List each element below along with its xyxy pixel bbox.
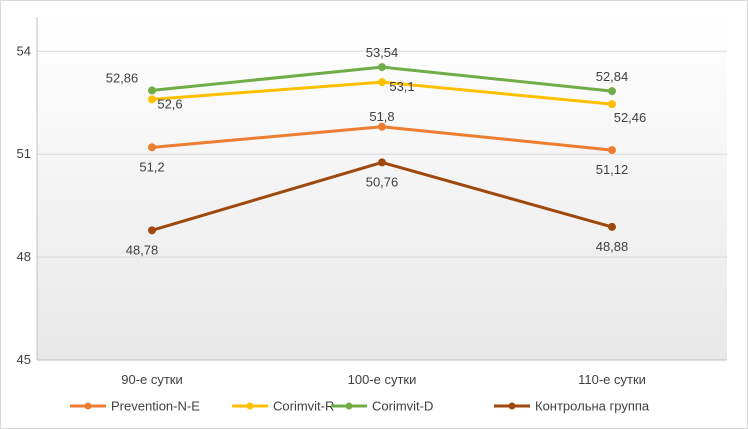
data-label: 51,12: [596, 162, 629, 177]
data-point: [608, 222, 616, 231]
data-point: [148, 86, 156, 95]
series-layer: [148, 63, 616, 235]
data-labels: 51,2 51,8 51,12 52,6 53,1 52,46 52,86 53,54 52,8…: [106, 45, 647, 257]
legend-marker: [345, 402, 353, 410]
legend-marker: [508, 402, 516, 410]
data-point: [378, 122, 386, 131]
data-label: 53,1: [389, 79, 414, 94]
plot-area: [37, 17, 727, 360]
legend: Prevention-N-E Corimvit-R Corimvit-D Контро…: [70, 399, 650, 414]
x-tick-labels: 90-е сутки 100-е сутки 110-е сутки: [121, 372, 646, 387]
data-point: [148, 95, 156, 104]
data-label: 52,86: [106, 70, 139, 85]
legend-label: Corimvit-R: [273, 399, 334, 414]
data-label: 52,6: [157, 96, 182, 111]
y-tick-label: 51: [17, 146, 31, 161]
data-point: [148, 143, 156, 152]
data-point: [608, 87, 616, 96]
data-label: 48,78: [126, 242, 159, 257]
data-label: 48,88: [596, 239, 629, 254]
data-point: [148, 226, 156, 235]
data-point: [378, 158, 386, 167]
legend-label: Контрольна группа: [535, 399, 650, 414]
data-point: [378, 78, 386, 87]
y-tick-label: 48: [17, 249, 31, 264]
data-label: 51,2: [139, 159, 164, 174]
legend-label: Corimvit-D: [372, 399, 433, 414]
data-point: [378, 63, 386, 72]
data-label: 50,76: [366, 174, 399, 189]
legend-label: Prevention-N-E: [111, 399, 200, 414]
data-label: 52,84: [596, 69, 629, 84]
legend-marker: [84, 402, 92, 410]
data-label: 53,54: [366, 45, 399, 60]
x-tick-label: 100-е сутки: [348, 372, 417, 387]
y-tick-label: 54: [17, 43, 31, 58]
data-point: [608, 146, 616, 155]
data-label: 52,46: [614, 110, 647, 125]
x-tick-label: 90-е сутки: [121, 372, 183, 387]
data-point: [608, 100, 616, 109]
y-tick-label: 45: [17, 352, 31, 367]
x-tick-label: 110-е сутки: [578, 372, 646, 387]
grid-layer: [37, 50, 727, 258]
y-tick-labels: 45 48 51 54: [17, 43, 31, 367]
legend-marker: [246, 402, 254, 410]
data-label: 51,8: [369, 109, 394, 124]
